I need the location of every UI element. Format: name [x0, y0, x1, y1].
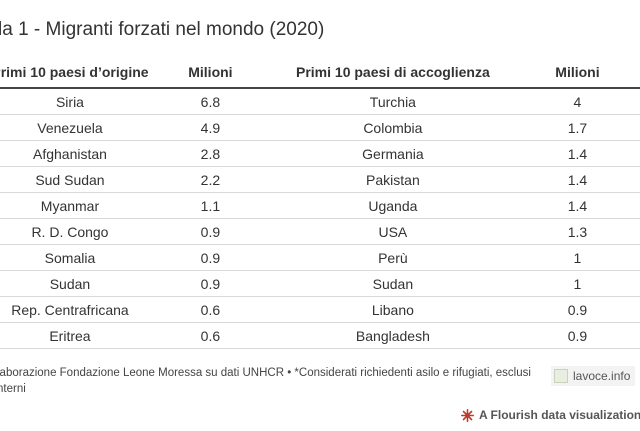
table-row: Eritrea 0.6 Bangladesh 0.9 — [0, 322, 640, 349]
source-note-line2: nterni — [0, 383, 26, 395]
table-row: Siria 6.8 Turchia 4 — [0, 88, 640, 115]
table-title: la 1 - Migranti forzati nel mondo (2020) — [0, 19, 325, 40]
cell-host-country: Pakistan — [270, 166, 515, 193]
cell-origin-country: Myanmar — [0, 192, 150, 219]
cell-host-millions: 1 — [514, 270, 640, 297]
cell-host-millions: 1 — [514, 244, 640, 271]
header-host: Primi 10 paesi di accoglienza — [270, 57, 515, 89]
cell-origin-millions: 0.6 — [149, 322, 271, 349]
cell-origin-country: R. D. Congo — [0, 218, 150, 245]
cell-host-country: Bangladesh — [270, 322, 515, 349]
cell-host-country: Colombia — [270, 114, 515, 141]
header-host-millions: Milioni — [514, 57, 640, 89]
cell-host-millions: 1.7 — [514, 114, 640, 141]
source-note: laborazione Fondazione Leone Moressa su … — [0, 365, 537, 397]
cell-host-millions: 0.9 — [514, 322, 640, 349]
cell-origin-country: Venezuela — [0, 114, 150, 141]
table-row: Somalia 0.9 Perù 1 — [0, 244, 640, 271]
cell-origin-millions: 0.9 — [149, 244, 271, 271]
table-row: Venezuela 4.9 Colombia 1.7 — [0, 114, 640, 141]
cell-host-country: USA — [270, 218, 515, 245]
cell-origin-millions: 2.2 — [149, 166, 271, 193]
table-row: Sudan 0.9 Sudan 1 — [0, 270, 640, 297]
cell-origin-millions: 0.9 — [149, 218, 271, 245]
cell-origin-country: Afghanistan — [0, 140, 150, 167]
cell-host-millions: 4 — [514, 88, 640, 115]
cell-host-millions: 1.4 — [514, 166, 640, 193]
cell-origin-country: Siria — [0, 88, 150, 115]
cell-origin-country: Sud Sudan — [0, 166, 150, 193]
flourish-text: A Flourish data visualization — [479, 408, 640, 422]
cell-origin-country: Rep. Centrafricana — [0, 296, 150, 323]
logo-square-icon — [554, 369, 568, 383]
flourish-credit[interactable]: A Flourish data visualization — [461, 408, 640, 422]
cell-origin-millions: 6.8 — [149, 88, 271, 115]
table-row: Afghanistan 2.8 Germania 1.4 — [0, 140, 640, 167]
cell-origin-millions: 0.6 — [149, 296, 271, 323]
cell-host-millions: 1.4 — [514, 140, 640, 167]
cell-origin-millions: 1.1 — [149, 192, 271, 219]
cell-host-country: Turchia — [270, 88, 515, 115]
migrants-table: Primi 10 paesi d’origine Milioni Primi 1… — [0, 57, 640, 349]
logo-text: lavoce.info — [573, 369, 631, 383]
lavoce-logo[interactable]: lavoce.info — [551, 366, 635, 386]
cell-host-country: Uganda — [270, 192, 515, 219]
cell-origin-country: Sudan — [0, 270, 150, 297]
cell-host-millions: 0.9 — [514, 296, 640, 323]
cell-host-country: Libano — [270, 296, 515, 323]
cell-host-millions: 1.4 — [514, 192, 640, 219]
cell-origin-country: Somalia — [0, 244, 150, 271]
header-origin-millions: Milioni — [149, 57, 271, 89]
header-origin: Primi 10 paesi d’origine — [0, 57, 150, 89]
cell-host-country: Germania — [270, 140, 515, 167]
cell-host-country: Perù — [270, 244, 515, 271]
cell-origin-millions: 2.8 — [149, 140, 271, 167]
table-row: Rep. Centrafricana 0.6 Libano 0.9 — [0, 296, 640, 323]
cell-origin-millions: 0.9 — [149, 270, 271, 297]
cell-host-millions: 1.3 — [514, 218, 640, 245]
flourish-icon — [461, 408, 474, 422]
table-row: Myanmar 1.1 Uganda 1.4 — [0, 192, 640, 219]
table-header-row: Primi 10 paesi d’origine Milioni Primi 1… — [0, 57, 640, 89]
table-row: Sud Sudan 2.2 Pakistan 1.4 — [0, 166, 640, 193]
table-row: R. D. Congo 0.9 USA 1.3 — [0, 218, 640, 245]
cell-origin-country: Eritrea — [0, 322, 150, 349]
cell-origin-millions: 4.9 — [149, 114, 271, 141]
cell-host-country: Sudan — [270, 270, 515, 297]
source-note-line1: laborazione Fondazione Leone Moressa su … — [0, 367, 531, 379]
